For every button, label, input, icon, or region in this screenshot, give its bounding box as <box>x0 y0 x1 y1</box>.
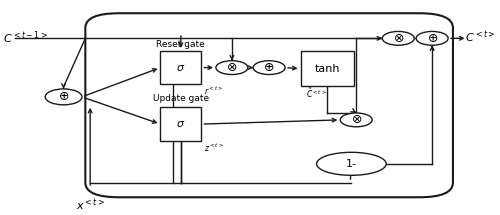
Circle shape <box>340 113 372 127</box>
Text: Update gate: Update gate <box>152 94 208 103</box>
Circle shape <box>382 31 414 45</box>
Text: $z^{<t>}$: $z^{<t>}$ <box>204 141 224 154</box>
Text: $\otimes$: $\otimes$ <box>392 32 404 45</box>
Circle shape <box>416 31 448 45</box>
Text: $\otimes$: $\otimes$ <box>350 113 362 126</box>
Text: Reset gate: Reset gate <box>156 40 205 49</box>
Text: $C^{<t>}$: $C^{<t>}$ <box>465 29 496 45</box>
Text: $\oplus$: $\oplus$ <box>58 90 69 103</box>
Text: 1-: 1- <box>346 159 357 169</box>
Text: tanh: tanh <box>314 64 340 74</box>
Text: $\otimes$: $\otimes$ <box>226 61 237 74</box>
Text: $C^{<t-1>}$: $C^{<t-1>}$ <box>3 29 48 46</box>
Text: $\tilde{C}^{<t>}$: $\tilde{C}^{<t>}$ <box>306 87 328 100</box>
FancyBboxPatch shape <box>160 51 202 84</box>
Circle shape <box>216 61 248 75</box>
Text: $\oplus$: $\oplus$ <box>426 32 438 45</box>
Text: $r^{<t>}$: $r^{<t>}$ <box>204 85 223 97</box>
Text: $\sigma$: $\sigma$ <box>176 119 186 129</box>
Circle shape <box>253 61 285 75</box>
FancyBboxPatch shape <box>160 107 202 141</box>
Ellipse shape <box>316 152 386 175</box>
FancyBboxPatch shape <box>300 51 354 86</box>
FancyBboxPatch shape <box>86 13 453 197</box>
Text: $\oplus$: $\oplus$ <box>264 61 275 74</box>
Text: $x^{<t>}$: $x^{<t>}$ <box>76 198 105 213</box>
Circle shape <box>45 89 82 105</box>
Text: $\sigma$: $\sigma$ <box>176 63 186 73</box>
